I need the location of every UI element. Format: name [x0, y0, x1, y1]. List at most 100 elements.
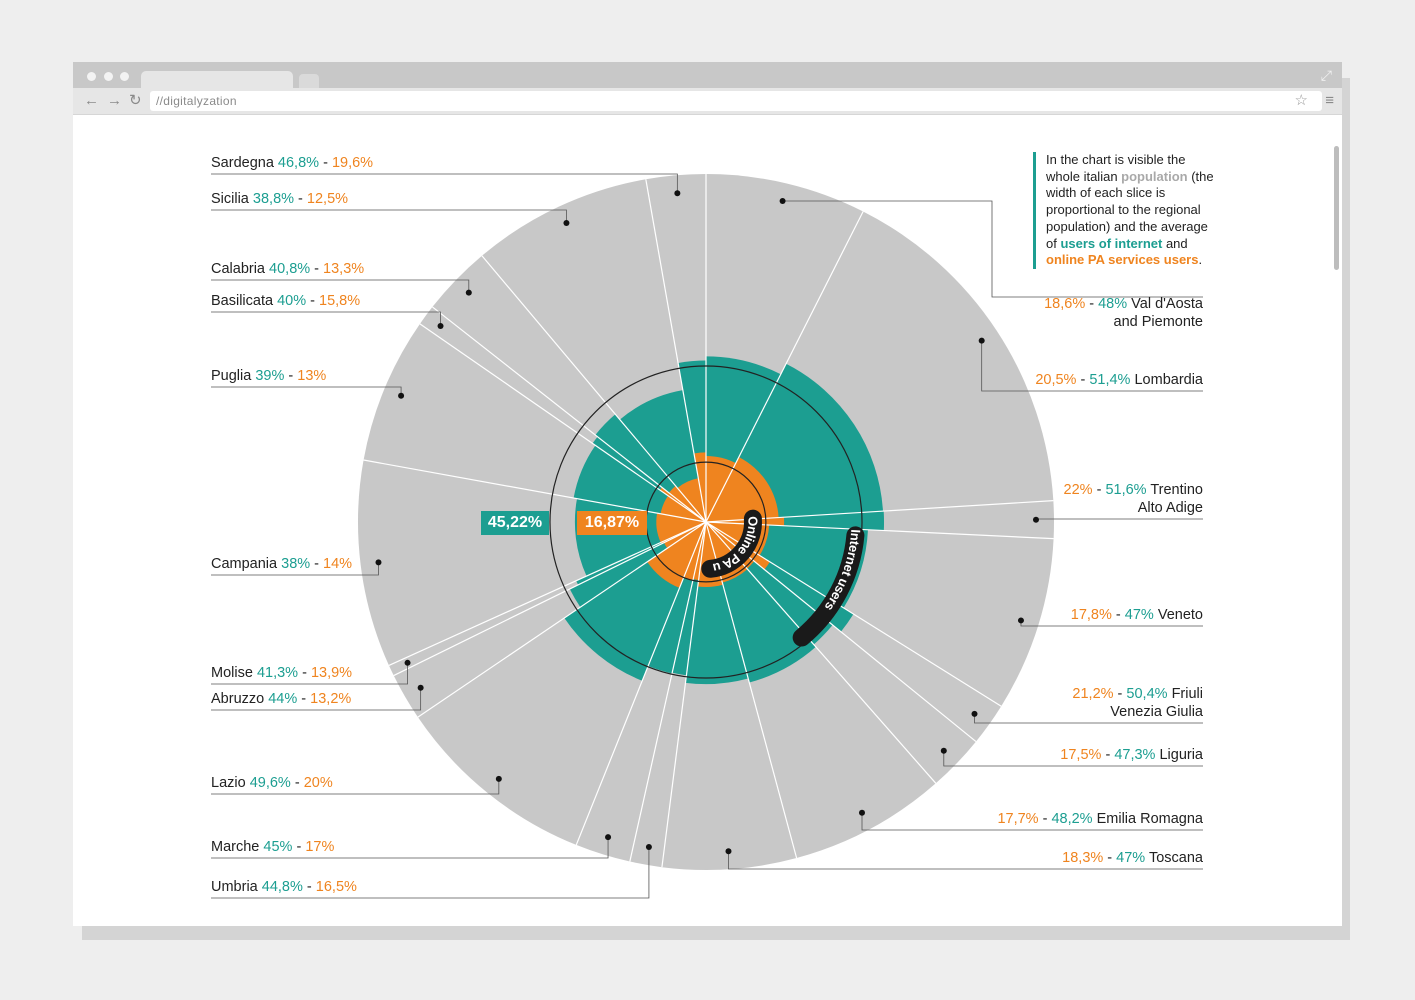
leader-dot: [605, 834, 612, 841]
pa-value: 18,3%: [1062, 850, 1104, 866]
leader-line: [782, 200, 1203, 298]
region-name: Veneto: [1157, 607, 1203, 623]
internet-average-ring: [549, 365, 863, 679]
leader-line: [974, 713, 1203, 724]
title-bar: ⤢: [73, 62, 1342, 88]
region-label-basilicata: Basilicata 40% - 15,8%: [211, 293, 361, 309]
internet-label-band: [792, 526, 865, 647]
region-label-molise: Molise 41,3% - 13,9%: [211, 665, 353, 681]
region-name: Sicilia: [211, 191, 249, 207]
region-name: Trentino: [1150, 482, 1203, 498]
note-text-2: (the width of each slice is proportional…: [1046, 168, 1214, 251]
leader-line: [211, 562, 379, 576]
internet-value: 41,3%: [256, 665, 299, 681]
pa-value: 17%: [305, 839, 335, 855]
leader-dot: [725, 848, 732, 855]
pa-value: 18,6%: [1044, 296, 1086, 312]
leader-line: [211, 173, 678, 194]
region-label-sardegna: Sardegna 46,8% - 19,6%: [211, 155, 374, 171]
internet-value: 48%: [1098, 296, 1128, 312]
chart-note: In the chart is visible the whole italia…: [1033, 152, 1216, 269]
region-label-lombardia: 20,5% - 51,4% Lombardia: [1035, 372, 1203, 388]
note-end: .: [1198, 252, 1203, 268]
leader-dot: [779, 198, 786, 205]
leader-dot: [404, 659, 411, 666]
pa-value: 13,3%: [323, 261, 365, 277]
leader-dot: [1032, 516, 1039, 523]
region-name: Abruzzo: [211, 691, 265, 707]
leader-line: [211, 837, 609, 859]
reload-icon[interactable]: ↻: [129, 92, 142, 109]
pa-value: 20,5%: [1035, 372, 1077, 388]
pa-value: 17,8%: [1070, 607, 1112, 623]
slice-separator: [705, 211, 864, 523]
region-name: Friuli: [1171, 686, 1203, 702]
close-dot[interactable]: [87, 72, 96, 81]
minimize-dot[interactable]: [104, 72, 113, 81]
region-name: Emilia Romagna: [1096, 811, 1203, 827]
url-input[interactable]: //digitalyzation: [150, 91, 1322, 111]
leader-line: [728, 851, 1203, 870]
region-name-line2: Alto Adige: [1137, 500, 1203, 516]
pa-value: 17,7%: [997, 811, 1039, 827]
slice-separator: [575, 521, 707, 846]
internet-bar-trentino: [706, 511, 885, 531]
scrollbar[interactable]: [1334, 146, 1339, 270]
pa-value: 20%: [303, 775, 333, 791]
note-pa: online PA services users: [1046, 252, 1199, 268]
note-internet: users of internet: [1060, 235, 1163, 251]
region-name: Lazio: [211, 775, 246, 791]
leader-line: [861, 812, 1203, 831]
pa-bar-lazio: [647, 522, 706, 588]
leader-dot: [465, 289, 472, 296]
back-icon[interactable]: ←: [84, 92, 99, 109]
region-name-line2: and Piemonte: [1113, 314, 1203, 330]
leader-lines: [211, 173, 1203, 899]
region-name: Puglia: [211, 368, 252, 384]
internet-value: 47%: [1124, 607, 1154, 623]
bookmark-star-icon[interactable]: ☆: [1294, 92, 1308, 109]
region-label-liguria: 17,5% - 47,3% Liguria: [1060, 747, 1203, 763]
leader-dot: [645, 844, 652, 851]
internet-value: 39%: [255, 368, 285, 384]
leader-dot: [858, 809, 865, 816]
leader-dot: [417, 684, 424, 691]
pa-bar-val-d-aosta: [706, 455, 736, 522]
region-label-puglia: Puglia 39% - 13%: [211, 368, 327, 384]
pa-value: 15,8%: [319, 293, 361, 309]
leader-line: [211, 778, 500, 795]
internet-value: 47,3%: [1114, 747, 1156, 763]
new-tab-button[interactable]: [299, 74, 319, 88]
pa-label-band: [701, 509, 762, 578]
maximize-dot[interactable]: [120, 72, 129, 81]
internet-value: 46,8%: [277, 155, 320, 171]
region-label-calabria: Calabria 40,8% - 13,3%: [211, 261, 365, 277]
slice-separator: [645, 179, 707, 523]
pa-bar-campania: [656, 513, 706, 543]
internet-value: 51,6%: [1105, 482, 1147, 498]
pa-value: 16,5%: [315, 879, 357, 895]
region-label-marche: Marche 45% - 17%: [211, 839, 335, 855]
slice-separator: [629, 521, 707, 862]
browser-tab[interactable]: [141, 71, 293, 88]
pa-value: 17,5%: [1060, 747, 1102, 763]
leader-dot: [971, 710, 978, 717]
region-name: Sardegna: [211, 155, 274, 171]
pa-value: 22%: [1063, 482, 1093, 498]
region-label-val-d-aosta: 18,6% - 48% Val d'Aosta and Piemonte: [1044, 296, 1203, 330]
expand-icon[interactable]: ⤢: [1320, 67, 1332, 83]
leader-line: [211, 209, 567, 223]
region-label-lazio: Lazio 49,6% - 20%: [211, 775, 333, 791]
slice-separators: [363, 174, 1054, 868]
internet-value: 50,4%: [1126, 686, 1168, 702]
region-name: Marche: [211, 839, 260, 855]
region-name: Molise: [211, 665, 253, 681]
forward-icon[interactable]: →: [107, 92, 122, 109]
menu-icon[interactable]: ≡: [1325, 92, 1334, 109]
region-label-emilia-romagna: 17,7% - 48,2% Emilia Romagna: [997, 811, 1203, 827]
leader-dot: [674, 190, 681, 197]
region-name: Val d'Aosta: [1131, 296, 1203, 312]
leader-dot: [437, 322, 444, 329]
internet-value: 49,6%: [249, 775, 291, 791]
leader-dot: [375, 559, 382, 566]
